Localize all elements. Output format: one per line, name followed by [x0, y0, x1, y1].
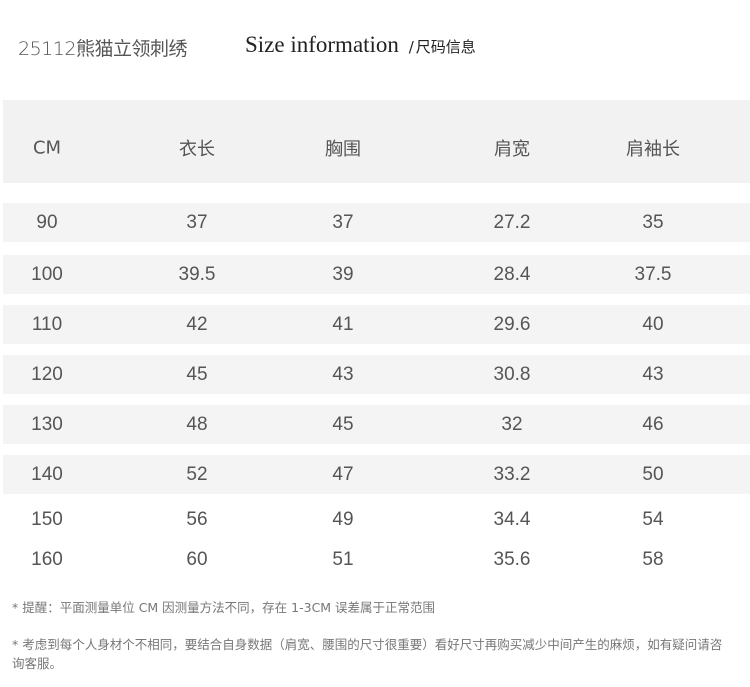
size-cell: 140 — [31, 464, 63, 485]
row-band — [3, 405, 750, 444]
size-cell: 100 — [31, 264, 63, 285]
size-cell: 150 — [31, 509, 63, 530]
size-cell: 160 — [31, 549, 63, 570]
column-header: 胸围 — [325, 139, 361, 160]
value-cell: 49 — [332, 509, 354, 530]
title-cn: 尺码信息 — [415, 38, 476, 56]
value-cell: 60 — [186, 549, 208, 570]
value-cell: 41 — [332, 314, 354, 335]
value-cell: 29.6 — [493, 314, 531, 335]
row-band — [3, 255, 750, 294]
value-cell: 28.4 — [493, 264, 531, 285]
value-cell: 42 — [186, 314, 208, 335]
value-cell: 51 — [332, 549, 354, 570]
value-cell: 37 — [332, 212, 354, 233]
value-cell: 54 — [642, 509, 664, 530]
value-cell: 37.5 — [634, 264, 672, 285]
column-header: CM — [32, 137, 62, 159]
value-cell: 32 — [501, 414, 523, 435]
size-cell: 120 — [31, 364, 63, 385]
value-cell: 33.2 — [493, 464, 531, 485]
value-cell: 45 — [186, 364, 208, 385]
value-cell: 39.5 — [178, 264, 216, 285]
value-cell: 47 — [332, 464, 354, 485]
value-cell: 56 — [186, 509, 208, 530]
row-band — [3, 355, 750, 394]
value-cell: 58 — [642, 549, 664, 570]
row-band — [3, 305, 750, 344]
value-cell: 39 — [332, 264, 354, 285]
size-cell: 110 — [31, 314, 63, 335]
row-band — [3, 455, 750, 494]
row-band — [3, 203, 750, 242]
value-cell: 45 — [332, 414, 354, 435]
column-header: 肩宽 — [494, 139, 530, 160]
value-cell: 43 — [332, 364, 354, 385]
value-cell: 48 — [186, 414, 208, 435]
value-cell: 27.2 — [493, 212, 531, 233]
column-header: 衣长 — [179, 139, 215, 160]
note-advice: * 考虑到每个人身材个不相同，要结合自身数据（肩宽、腰围的尺寸很重要）看好尺寸再… — [12, 637, 723, 671]
value-cell: 34.4 — [493, 509, 531, 530]
size-cell: 130 — [31, 414, 63, 435]
value-cell: 43 — [642, 364, 664, 385]
title-en: Size information — [245, 32, 399, 57]
value-cell: 30.8 — [493, 364, 531, 385]
column-header: 肩袖长 — [626, 139, 680, 160]
header-band — [3, 100, 750, 183]
title-separator: / — [408, 38, 414, 56]
product-code: 25112熊猫立领刺绣 — [18, 38, 187, 60]
value-cell: 40 — [642, 314, 664, 335]
value-cell: 35 — [642, 212, 664, 233]
page-title: Size information / 尺码信息 — [245, 32, 476, 58]
value-cell: 37 — [186, 212, 208, 233]
note-measurement: * 提醒：平面测量单位 CM 因测量方法不同，存在 1-3CM 误差属于正常范围 — [12, 600, 436, 615]
value-cell: 35.6 — [493, 549, 531, 570]
value-cell: 52 — [186, 464, 208, 485]
value-cell: 46 — [642, 414, 664, 435]
size-cell: 90 — [36, 212, 58, 233]
value-cell: 50 — [642, 464, 664, 485]
